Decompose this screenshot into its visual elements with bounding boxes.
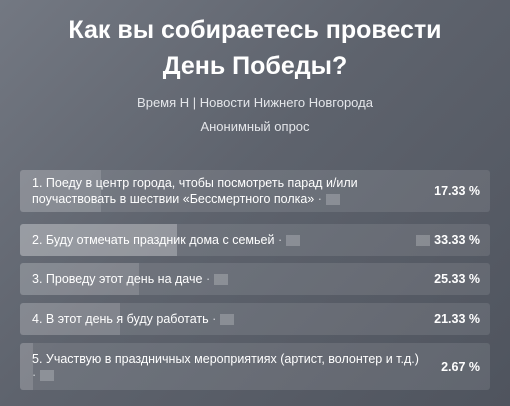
separator-dot: · <box>277 233 283 247</box>
voter-avatar-icon <box>286 235 301 247</box>
poll-option-label: 3. Проведу этот день на даче <box>32 272 203 286</box>
poll-option-bar <box>20 170 102 212</box>
poll-author: Время Н | Новости Нижнего Новгорода <box>137 95 373 110</box>
voter-avatar-icon <box>214 274 229 286</box>
poll-option-3[interactable]: 3. Проведу этот день на даче · 25.33 % <box>20 263 490 295</box>
voter-avatar-icon <box>220 314 235 326</box>
poll-option-1[interactable]: 1. Поеду в центр города, чтобы посмотрет… <box>20 170 490 212</box>
poll-option-label: 5. Участвую в праздничных мероприятиях (… <box>32 351 419 366</box>
poll-option-2[interactable]: 2. Буду отмечать праздник дома с семьей … <box>20 224 490 256</box>
separator-dot: · <box>212 312 217 326</box>
poll-title-line-2: День Победы? <box>162 52 348 80</box>
poll-option-5[interactable]: 5. Участвую в праздничных мероприятиях (… <box>20 343 490 390</box>
poll-option-percent: 21.33 % <box>434 312 480 326</box>
poll-option-bar <box>20 263 140 295</box>
poll-option-bar <box>20 343 33 390</box>
poll-title: Как вы собираетесь провести День Победы? <box>0 12 510 84</box>
voter-avatar-icon <box>325 194 340 206</box>
poll-option-bar <box>20 303 121 335</box>
separator-dot: · <box>32 367 37 382</box>
poll-type: Анонимный опрос <box>200 119 310 134</box>
separator-dot: · <box>317 192 322 206</box>
poll-option-percent: 17.33 % <box>434 184 480 198</box>
poll-option-label: 1. Поеду в центр города, чтобы посмотрет… <box>32 176 358 206</box>
poll-option-percent: 2.67 % <box>441 359 480 374</box>
poll-option-percent-value: 33.33 % <box>434 233 480 247</box>
poll-option-bar <box>20 224 177 256</box>
voter-avatar-icon <box>416 234 431 246</box>
poll-option-4[interactable]: 4. В этот день я буду работать · 21.33 % <box>20 303 490 335</box>
poll-option-label: 4. В этот день я буду работать <box>32 312 209 326</box>
separator-dot: · <box>205 272 211 286</box>
poll-option-percent: 25.33 % <box>434 272 480 286</box>
poll-title-line-1: Как вы собираетесь провести <box>68 16 442 44</box>
poll-option-label: 2. Буду отмечать праздник дома с семьей <box>32 233 275 247</box>
voter-avatar-icon <box>40 369 55 381</box>
poll-option-percent: 33.33 % <box>412 224 480 256</box>
